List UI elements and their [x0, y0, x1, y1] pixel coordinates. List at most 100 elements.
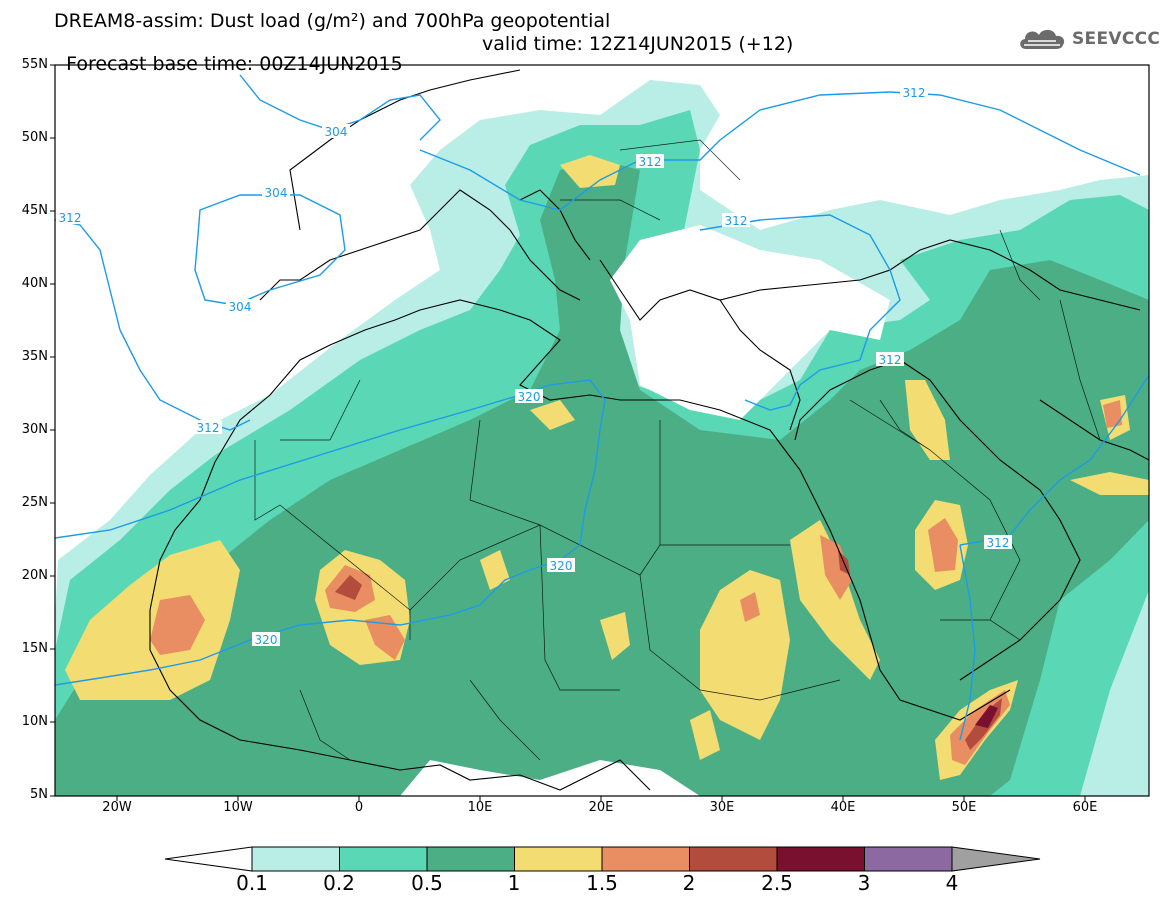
- contour-labels: 304 304 304 312 312 312 312 312 312 312 …: [56, 85, 1012, 647]
- contour-label-text: 312: [903, 86, 926, 100]
- dust-maroon-horn: [975, 705, 998, 728]
- lon-tick-label: 20E: [588, 800, 614, 815]
- contour-label: 312: [722, 213, 750, 228]
- contour-label: 312: [984, 535, 1012, 550]
- dust-orange-sudan: [740, 592, 760, 622]
- colorbar-swatch: [426, 846, 515, 872]
- valid-time-text: valid time: 12Z14JUN2015 (+12): [482, 33, 794, 55]
- dust-yellow-gulf: [905, 380, 950, 460]
- clear-area-mediterranean: [610, 225, 890, 420]
- lat-tick-label: 25N: [21, 495, 48, 510]
- legend-level-label: 2.5: [761, 871, 793, 895]
- dust-orange-redsea: [820, 535, 852, 600]
- dust-orange-mali: [365, 615, 405, 660]
- legend-level-label: 0.1: [236, 871, 268, 895]
- contour-label: 312: [876, 352, 904, 367]
- lon-tick-label: 60E: [1072, 800, 1098, 815]
- axis-ticks: [50, 64, 1086, 801]
- contour-label-text: 312: [879, 353, 902, 367]
- dust-yellow-west: [65, 540, 240, 700]
- contour-label: 304: [322, 124, 350, 139]
- map-title: DREAM8-assim: Dust load (g/m²) and 700hP…: [54, 10, 611, 32]
- clear-area-south-sea: [400, 760, 700, 796]
- contour-label-text: 312: [987, 536, 1010, 550]
- contour-label: 320: [547, 558, 575, 573]
- lat-tick-label: 10N: [21, 714, 48, 729]
- dust-orange-iran: [1103, 400, 1122, 428]
- legend-level-label: 2: [682, 871, 696, 895]
- legend-level-label: 0.2: [323, 871, 355, 895]
- lat-tick-label: 5N: [30, 787, 48, 802]
- colorbar-over-arrow: [951, 846, 1041, 872]
- dust-yellow-oman: [1070, 472, 1149, 495]
- dust-yellow-niger: [480, 550, 510, 590]
- lat-tick-label: 40N: [21, 276, 48, 291]
- lon-tick-label: 20W: [102, 800, 132, 815]
- contour-304-north: [239, 74, 441, 141]
- dust-yellow-redsea: [790, 520, 880, 680]
- cloud-icon: [1020, 29, 1065, 49]
- seevccc-logo: SEEVCCC: [1016, 25, 1160, 53]
- contour-label-text: 304: [265, 186, 288, 200]
- contour-label-text: 320: [518, 390, 541, 404]
- contour-label: 304: [262, 185, 290, 200]
- dust-darkred-sahel: [335, 575, 362, 600]
- contour-label-text: 312: [197, 421, 220, 435]
- lon-tick-label: 50E: [951, 800, 977, 815]
- dust-yellow-cam: [690, 710, 720, 760]
- lon-tick-label: 0: [354, 800, 364, 815]
- colorbar-swatch: [601, 846, 690, 872]
- contour-label-text: 312: [59, 211, 82, 225]
- base-time-text: Forecast base time: 00Z14JUN2015: [66, 53, 403, 75]
- lat-tick-label: 20N: [21, 568, 48, 583]
- contour-312-turkey: [699, 214, 901, 361]
- dust-yellow-chad: [600, 612, 630, 660]
- legend-level-label: 1.5: [586, 871, 618, 895]
- legend-level-label: 3: [857, 871, 871, 895]
- lat-tick-label: 30N: [21, 422, 48, 437]
- legend-level-label: 1: [507, 871, 521, 895]
- contour-label-text: 320: [255, 633, 278, 647]
- lon-tick-label: 10E: [467, 800, 493, 815]
- colorbar-swatch: [251, 846, 340, 872]
- lat-tick-label: 15N: [21, 641, 48, 656]
- contour-312-europe: [419, 91, 1141, 211]
- colorbar-swatch: [864, 846, 953, 872]
- colorbar-swatch: [776, 846, 865, 872]
- lat-tick-label: 45N: [21, 203, 48, 218]
- lon-tick-label: 30E: [709, 800, 735, 815]
- colorbar-swatch: [689, 846, 778, 872]
- contour-label-text: 304: [229, 300, 252, 314]
- colorbar: [164, 846, 1041, 872]
- lat-tick-label: 50N: [21, 130, 48, 145]
- contour-320-sahel: [55, 544, 581, 686]
- clear-area-europe: [55, 65, 440, 400]
- dust-yellow-hungary: [560, 155, 620, 188]
- colorbar-swatch: [339, 846, 428, 872]
- dust-yellow-libya: [530, 400, 575, 430]
- contour-label: 320: [515, 389, 543, 404]
- contour-label: 312: [636, 154, 664, 169]
- contour-label-text: 312: [725, 214, 748, 228]
- contour-label-text: 304: [325, 125, 348, 139]
- colorbar-swatch: [514, 846, 603, 872]
- colorbar-under-arrow: [164, 846, 253, 872]
- contour-label: 312: [900, 85, 928, 100]
- country-borders: [254, 139, 1101, 761]
- legend-level-label: 0.5: [411, 871, 443, 895]
- dust-orange-west: [150, 595, 205, 655]
- contour-label-text: 320: [550, 559, 573, 573]
- forecast-base-time: Forecast base time: 00Z14JUN2015 valid t…: [54, 34, 793, 94]
- lon-tick-label: 10W: [223, 800, 253, 815]
- contour-312-middle: [744, 359, 861, 411]
- lat-tick-label: 35N: [21, 349, 48, 364]
- lat-tick-label: 55N: [21, 57, 48, 72]
- dust-orange-arabia: [928, 518, 958, 572]
- clear-area-north: [720, 65, 1149, 190]
- contour-label: 320: [252, 632, 280, 647]
- coastlines: [149, 69, 1149, 791]
- logo-text: SEEVCCC: [1072, 29, 1161, 49]
- contour-label: 312: [194, 420, 222, 435]
- contour-label-text: 312: [639, 155, 662, 169]
